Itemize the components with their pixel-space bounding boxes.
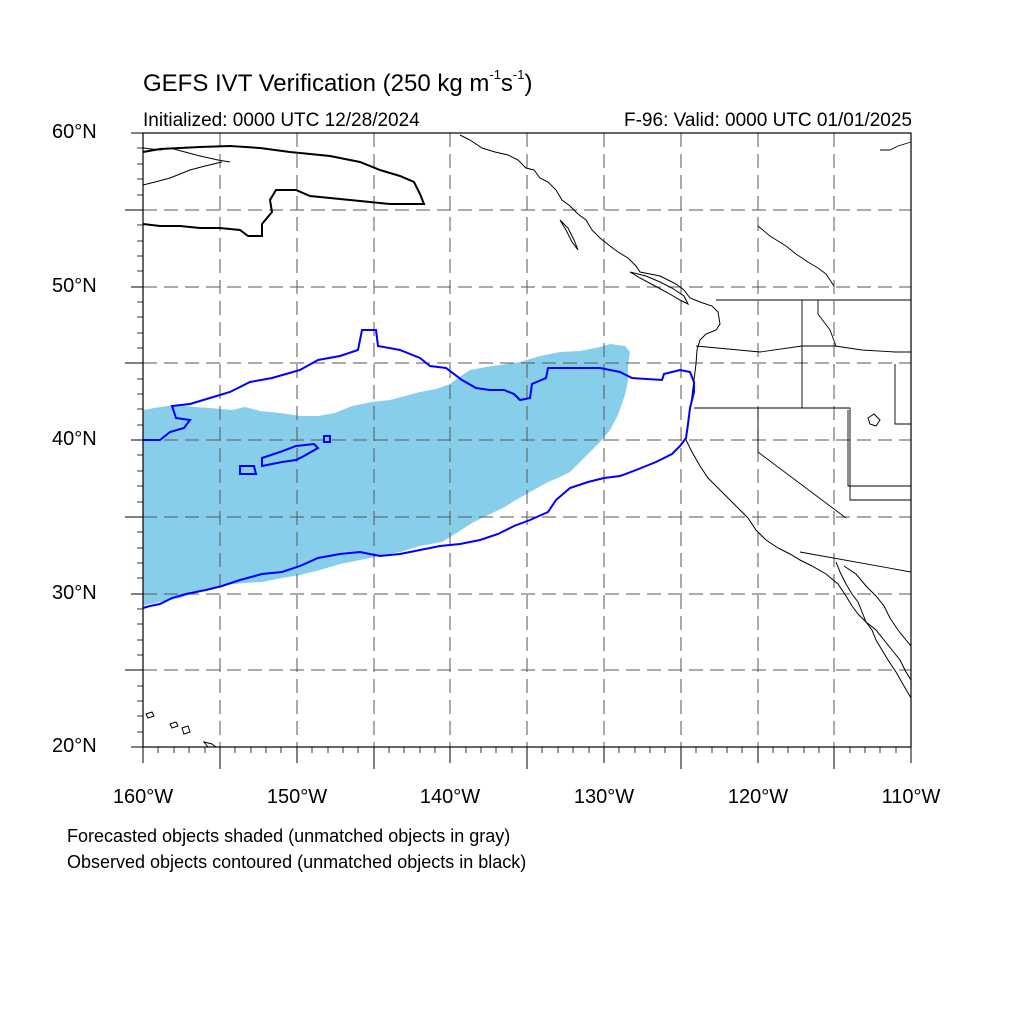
lon-label-140w: 140°W [419, 786, 481, 808]
title-close: ) [524, 70, 533, 97]
forecast-object-shaded [143, 344, 630, 606]
lake-tahoe [867, 413, 881, 427]
north-coastline [459, 134, 721, 331]
west-coastline [685, 329, 912, 681]
observed-matched-object-inner-2 [261, 442, 320, 468]
haida-gwaii [559, 219, 579, 251]
island-vancouver [629, 271, 690, 306]
observed-matched-contours [142, 329, 695, 609]
hawaii-island-1 [145, 711, 155, 719]
mainland-mexico-coast [843, 565, 912, 647]
grid-lines [143, 133, 911, 747]
title-text: GEFS IVT Verification (250 kg m [143, 70, 490, 97]
baja-coastline [835, 561, 912, 699]
observed-matched-object-outer [142, 329, 695, 609]
lat-label-30n: 30°N [52, 582, 97, 604]
title-unit-s: s [500, 70, 513, 97]
lon-label-160w: 160°W [112, 786, 174, 808]
state-borders [694, 299, 912, 573]
lat-label-20n: 20°N [52, 735, 97, 757]
observed-unmatched-contours [142, 144, 426, 237]
observed-matched-object-inner-3 [323, 435, 331, 443]
observed-matched-object-inner-1 [239, 465, 258, 475]
lon-label-120w: 120°W [727, 786, 789, 808]
initialized-label: Initialized: 0000 UTC 12/28/2024 [143, 110, 420, 131]
title-exponent-1: -1 [489, 67, 501, 82]
title-exponent-2: -1 [512, 67, 525, 82]
lat-label-60n: 60°N [52, 121, 97, 143]
valid-time-label: F-96: Valid: 0000 UTC 01/01/2025 [624, 110, 912, 131]
hawaii-island-4 [202, 741, 218, 748]
interior-river [757, 141, 912, 287]
coastlines [142, 134, 912, 748]
hawaii-island-3 [181, 725, 191, 735]
observed-legend-note: Observed objects contoured (unmatched ob… [67, 852, 527, 872]
lon-label-130w: 130°W [573, 786, 635, 808]
lon-label-150w: 150°W [266, 786, 328, 808]
forecast-legend-note: Forecasted objects shaded (unmatched obj… [67, 826, 511, 846]
lat-label-50n: 50°N [52, 275, 97, 297]
alaska-peninsula [142, 161, 223, 186]
observed-unmatched-object-1 [142, 144, 426, 237]
map-title: GEFS IVT Verification (250 kg m-1s-1) [143, 67, 533, 98]
forecast-object-fill [143, 344, 630, 606]
hawaii-island-2 [169, 721, 179, 729]
lat-label-40n: 40°N [52, 428, 97, 450]
map-frame [125, 132, 912, 769]
lon-label-110w: 110°W [881, 786, 941, 808]
